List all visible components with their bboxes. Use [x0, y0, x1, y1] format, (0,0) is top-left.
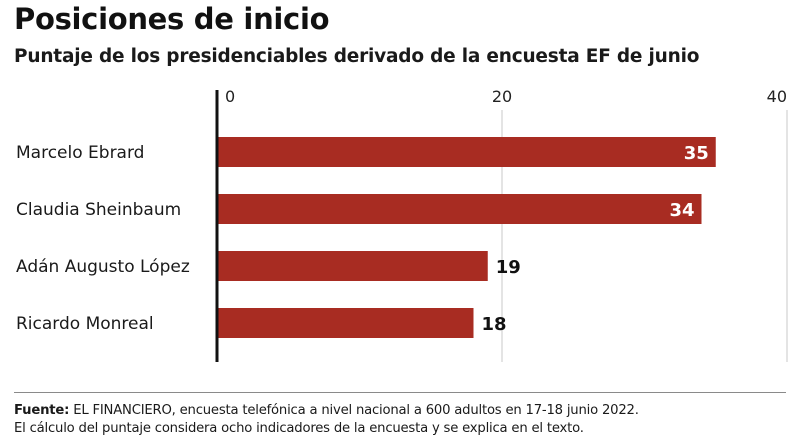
- chart-title: Posiciones de inicio: [14, 2, 330, 36]
- category-label: Adán Augusto López: [16, 257, 190, 277]
- bar-1: [217, 194, 702, 224]
- footer-divider: [14, 392, 786, 393]
- category-labels: Marcelo Ebrard Claudia Sheinbaum Adán Augu…: [16, 143, 190, 334]
- bar-chart: 0 20 40 Marcelo Ebrard Claudia Sheinbaum Adá…: [16, 87, 788, 362]
- bar-3: [217, 308, 474, 338]
- bar-2: [217, 251, 488, 281]
- source-label: Fuente:: [14, 403, 70, 418]
- bars: [217, 137, 716, 338]
- category-label: Claudia Sheinbaum: [16, 200, 181, 220]
- data-label: 19: [496, 257, 521, 278]
- value-labels: 35 34 19 18: [482, 143, 709, 335]
- method-note: El cálculo del puntaje considera ocho in…: [14, 421, 584, 436]
- category-label: Marcelo Ebrard: [16, 143, 144, 163]
- x-tick-label: 20: [492, 87, 512, 106]
- data-label: 18: [482, 314, 507, 335]
- category-label: Ricardo Monreal: [16, 314, 154, 334]
- bar-0: [217, 137, 716, 167]
- data-label: 35: [684, 143, 709, 164]
- source-text: EL FINANCIERO, encuesta telefónica a niv…: [69, 403, 639, 418]
- source-note: Fuente: EL FINANCIERO, encuesta telefóni…: [14, 402, 639, 438]
- x-tick-label: 0: [225, 87, 235, 106]
- data-label: 34: [669, 200, 694, 221]
- chart-subtitle: Puntaje de los presidenciables derivado …: [14, 46, 700, 67]
- x-tick-label: 40: [767, 87, 787, 106]
- x-tick-labels: 0 20 40: [225, 87, 787, 106]
- source-line: Fuente: EL FINANCIERO, encuesta telefóni…: [14, 402, 639, 420]
